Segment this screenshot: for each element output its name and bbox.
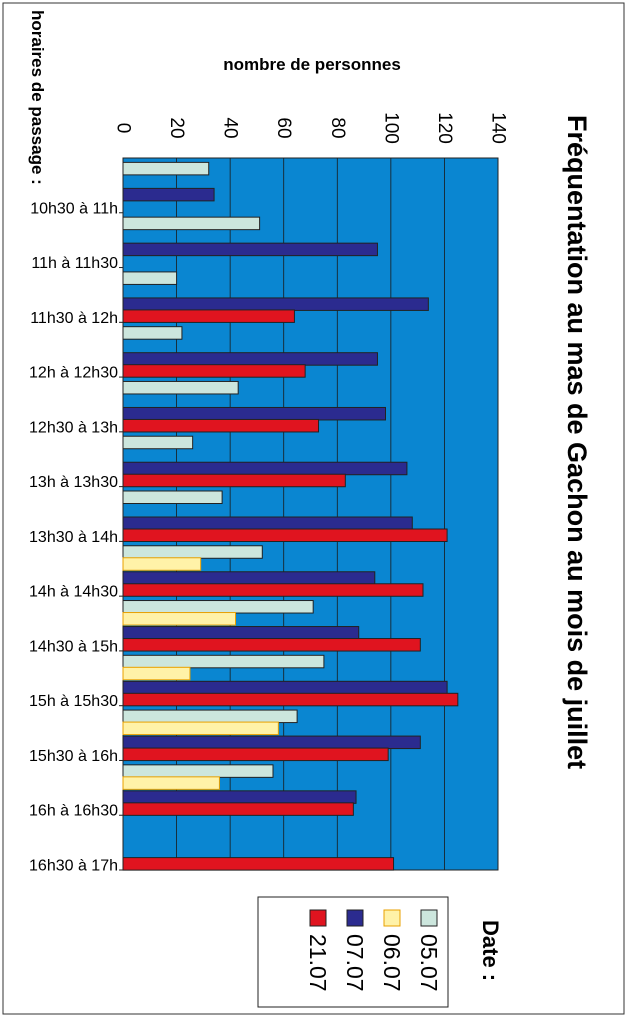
series-07-07-bar: [122, 516, 413, 530]
x-tick-label: 140: [488, 112, 509, 144]
series-05-07-bar: [122, 709, 298, 724]
legend-title: Date :: [478, 920, 503, 981]
y-category-label: 11h à 11h30: [31, 255, 118, 272]
legend-swatch: [420, 909, 438, 927]
series-21-07-bar: [122, 747, 389, 762]
series-07-07-bar: [122, 242, 378, 257]
y-category-label: 16h à 16h30: [29, 803, 118, 820]
y-axis-title: horaires de passage :: [28, 10, 47, 185]
series-21-07-bar: [122, 583, 424, 597]
series-21-07-bar: [122, 309, 295, 323]
legend-entry-07-07: 07.07: [342, 934, 368, 992]
series-21-07-bar: [122, 692, 459, 707]
series-07-07-bar: [122, 297, 429, 311]
series-21-07-bar: [122, 528, 448, 542]
y-category-label: 15h30 à 16h: [29, 748, 118, 765]
x-tick-label: 40: [220, 117, 241, 138]
y-category-label: 13h30 à 14h: [29, 529, 118, 546]
series-07-07-bar: [122, 790, 357, 804]
series-06-07-bar: [122, 721, 279, 736]
legend-entry-05-07: 05.07: [416, 934, 442, 992]
series-21-07-bar: [122, 638, 421, 652]
series-07-07-bar: [122, 680, 448, 695]
y-category-label: 14h30 à 15h: [29, 638, 118, 655]
series-05-07-bar: [122, 600, 314, 614]
series-06-07-bar: [122, 776, 220, 790]
legend-entry-21-07: 21.07: [305, 934, 331, 992]
x-tick-label: 120: [434, 112, 455, 144]
x-tick-label: 80: [327, 117, 348, 138]
chart-title: Fréquentation au mas de Gachon au mois d…: [562, 115, 592, 769]
legend-swatch: [346, 909, 364, 927]
y-category-label: 16h30 à 17h: [29, 858, 118, 875]
series-07-07-bar: [122, 352, 378, 366]
legend-swatch: [309, 909, 327, 927]
series-05-07-bar: [122, 545, 263, 559]
plot-area: [122, 157, 499, 871]
x-axis-title: nombre de personnes: [223, 55, 401, 74]
y-category-label: 14h à 14h30: [29, 584, 118, 601]
series-21-07-bar: [122, 802, 354, 816]
series-07-07-bar: [122, 406, 386, 421]
series-05-07-bar: [122, 435, 194, 450]
y-category-label: 11h30 à 12h: [30, 310, 118, 327]
legend-swatch: [383, 909, 401, 927]
series-05-07-bar: [122, 380, 239, 395]
series-05-07-bar: [122, 326, 183, 340]
x-tick-label: 20: [166, 117, 187, 138]
x-tick-label: 60: [273, 117, 294, 138]
series-05-07-bar: [122, 654, 325, 669]
series-05-07-bar: [122, 271, 178, 285]
series-07-07-bar: [122, 461, 408, 476]
x-tick-label: 0: [113, 123, 134, 134]
y-category-label: 13h à 13h30: [29, 474, 118, 491]
series-05-07-bar: [122, 216, 261, 231]
y-category-label: 10h30 à 11h: [30, 200, 118, 217]
legend-entry-06-07: 06.07: [379, 934, 405, 992]
series-07-07-bar: [122, 735, 421, 750]
y-category-label: 12h30 à 13h: [29, 419, 118, 436]
series-07-07-bar: [122, 626, 360, 640]
series-06-07-bar: [122, 557, 202, 571]
series-05-07-bar: [122, 764, 274, 778]
y-category-label: 15h à 15h30: [29, 693, 118, 710]
series-07-07-bar: [122, 187, 215, 202]
series-05-07-bar: [122, 161, 210, 176]
series-21-07-bar: [122, 364, 306, 378]
series-07-07-bar: [122, 571, 376, 585]
x-tick-label: 100: [380, 112, 401, 144]
y-category-label: 12h à 12h30: [29, 365, 118, 382]
series-21-07-bar: [122, 473, 346, 488]
series-21-07-bar: [122, 418, 320, 433]
series-06-07-bar: [122, 612, 236, 626]
series-05-07-bar: [122, 490, 223, 504]
series-06-07-bar: [122, 666, 191, 681]
series-21-07-bar: [122, 857, 395, 871]
